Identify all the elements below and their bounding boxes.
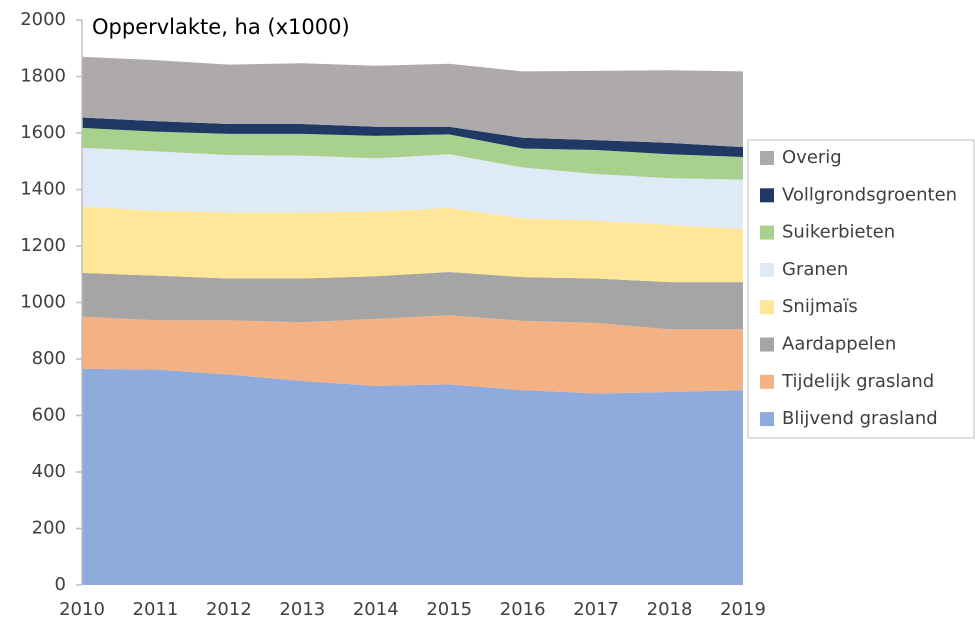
x-tick-label: 2019 [720, 599, 766, 620]
area [82, 271, 743, 330]
legend-label: Vollgrondsgroenten [782, 184, 957, 205]
x-tick-label: 2011 [133, 599, 179, 620]
y-tick-label: 1600 [20, 122, 66, 143]
chart-title: Oppervlakte, ha (x1000) [92, 15, 350, 39]
x-tick-label: 2017 [573, 599, 619, 620]
area [82, 56, 743, 148]
y-tick-label: 2000 [20, 9, 66, 30]
legend-swatch [760, 374, 774, 389]
legend-swatch [760, 412, 774, 427]
legend-swatch [760, 337, 774, 352]
legend-label: Snijmaïs [782, 296, 858, 317]
area [82, 206, 743, 283]
x-tick-label: 2014 [353, 599, 399, 620]
area [82, 127, 743, 180]
legend-label: Blijvend grasland [782, 408, 938, 429]
x-tick-label: 2015 [426, 599, 472, 620]
areas [82, 56, 743, 585]
x-tick-label: 2016 [500, 599, 546, 620]
legend-swatch [760, 151, 774, 165]
area [82, 117, 743, 158]
x-tick-label: 2018 [647, 599, 693, 620]
legend-swatch [760, 188, 774, 203]
area [82, 368, 743, 585]
y-tick-label: 1400 [20, 179, 66, 200]
y-tick-label: 1800 [20, 66, 66, 87]
y-tick-label: 200 [32, 518, 66, 539]
legend-swatch [760, 300, 774, 315]
x-tick-label: 2013 [279, 599, 325, 620]
y-tick-label: 1000 [20, 292, 66, 313]
y-tick-label: 600 [32, 405, 66, 426]
legend-label: Tijdelijk grasland [781, 371, 934, 392]
area [82, 147, 743, 230]
y-tick-label: 0 [55, 574, 66, 595]
legend-label: Granen [782, 259, 848, 280]
area [82, 315, 743, 394]
y-tick-label: 1200 [20, 235, 66, 256]
legend-box [747, 139, 975, 439]
legend-label: Suikerbieten [782, 222, 895, 243]
y-tick-label: 800 [32, 348, 66, 369]
legend-swatch [760, 225, 774, 240]
legend-label: Overig [782, 147, 842, 168]
x-tick-label: 2012 [206, 599, 252, 620]
y-tick-label: 400 [32, 461, 66, 482]
x-tick-label: 2010 [59, 599, 105, 620]
legend-swatch [760, 262, 774, 277]
legend-label: Aardappelen [782, 334, 896, 355]
